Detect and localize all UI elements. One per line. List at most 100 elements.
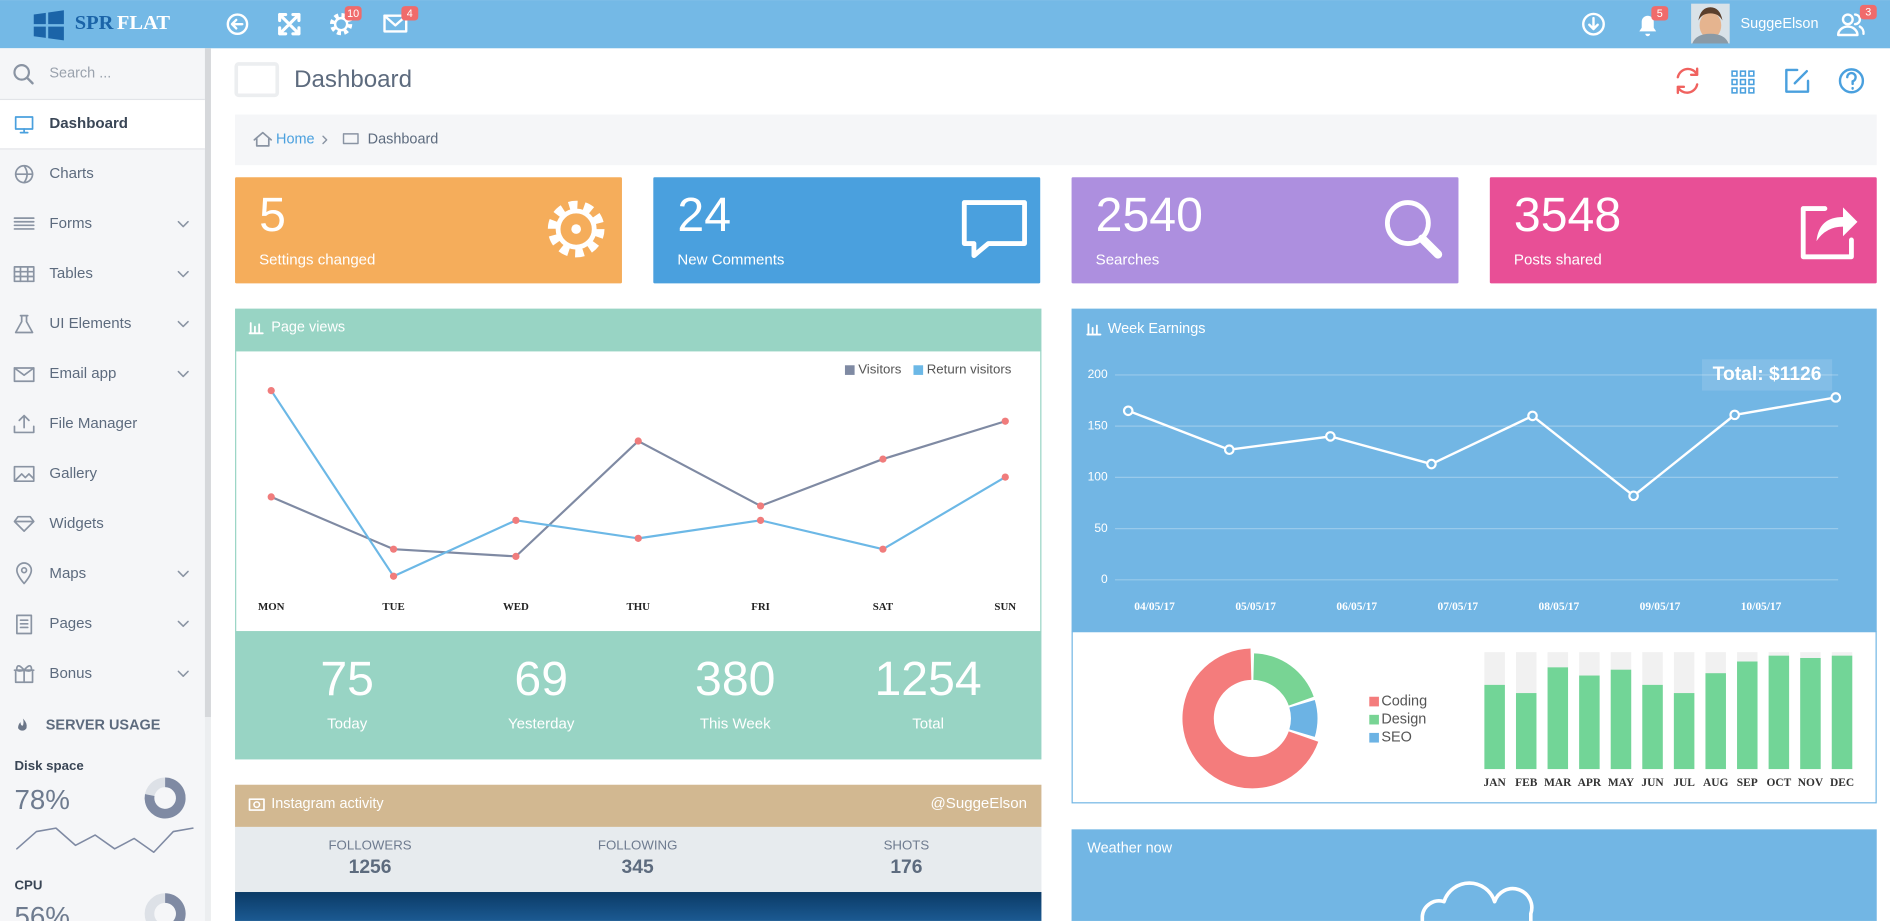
instagram-photo — [235, 892, 1042, 921]
legend-swatch — [1369, 714, 1379, 725]
search-input[interactable]: Search ... — [49, 65, 111, 81]
grid-button[interactable] — [1731, 70, 1755, 94]
x-tick-label: SEP — [1737, 777, 1758, 789]
menu-item[interactable]: Charts — [49, 165, 93, 182]
settings-icon — [329, 13, 353, 36]
menu-item[interactable]: Forms — [49, 215, 92, 232]
panel-title: Weather now — [1087, 840, 1172, 856]
refresh-button[interactable] — [1676, 67, 1699, 95]
breadcrumb-current: Dashboard — [368, 132, 439, 148]
data-point — [267, 493, 275, 501]
instagram-stat-label: FOLLOWERS — [328, 838, 411, 853]
data-point — [389, 572, 398, 580]
menu-icon — [14, 164, 34, 184]
edit-icon — [1785, 68, 1810, 93]
stat-icon — [1800, 206, 1854, 260]
panel-header — [235, 784, 1042, 827]
stat-value: 3548 — [1514, 188, 1621, 242]
y-tick-label: 100 — [1088, 470, 1108, 484]
menu-icon — [13, 665, 35, 684]
y-tick-label: 0 — [1101, 572, 1108, 586]
user-name: SuggeElson — [1741, 16, 1819, 32]
menu-chevron — [177, 570, 189, 578]
menu-item[interactable]: Pages — [49, 615, 92, 632]
bell-icon — [1639, 15, 1657, 37]
data-point — [1527, 410, 1538, 422]
instagram-stat-value: 176 — [890, 857, 922, 878]
fullscreen-icon — [278, 12, 301, 36]
panel-earnings — [1071, 308, 1877, 632]
download-icon — [1588, 16, 1599, 31]
data-point — [267, 386, 275, 395]
x-tick-label: FEB — [1515, 777, 1538, 789]
home-icon — [253, 131, 273, 147]
sidebar-scrollbar — [204, 48, 211, 718]
summary-label: Today — [327, 715, 368, 732]
menu-item[interactable]: Bonus — [49, 665, 92, 682]
donut-slice — [1289, 699, 1318, 737]
menu-label: UI Elements — [49, 315, 131, 332]
bar — [1579, 675, 1600, 770]
panel-header — [235, 308, 1042, 351]
data-point — [512, 516, 520, 524]
menu-icon — [13, 414, 35, 434]
legend-swatch — [1369, 732, 1379, 743]
data-point — [389, 545, 398, 553]
grid-icon — [1739, 70, 1747, 77]
bar — [1705, 673, 1726, 770]
grid-icon — [1748, 87, 1755, 94]
bar — [1484, 684, 1505, 770]
panel-body — [235, 350, 1042, 633]
stat-box — [653, 177, 1041, 284]
menu-item[interactable]: Gallery — [49, 465, 97, 482]
brand-text: FLAT — [117, 12, 170, 34]
edit-button[interactable] — [1785, 68, 1810, 93]
x-tick-label: MAY — [1608, 777, 1635, 789]
menu-chevron — [177, 670, 189, 677]
instagram-stats — [235, 826, 1042, 893]
panel-weather — [1071, 829, 1877, 921]
menu-item[interactable]: Maps — [49, 565, 86, 582]
data-point — [634, 534, 642, 542]
bar — [1610, 669, 1632, 770]
avatar — [1699, 12, 1722, 39]
instagram-handle: @SuggeElson — [931, 795, 1027, 812]
menu-label: Tables — [49, 265, 93, 282]
menu-item[interactable]: Email app — [49, 365, 116, 382]
flame-icon — [18, 718, 27, 731]
menu-icon — [14, 314, 34, 334]
breadcrumb-link[interactable]: Home — [276, 132, 315, 148]
menu-item[interactable]: File Manager — [49, 415, 137, 432]
metric-label: Disk space — [14, 758, 83, 773]
help-button[interactable] — [1838, 68, 1865, 94]
summary-label: Total — [912, 715, 944, 732]
settings-icon — [333, 16, 349, 32]
menu-item[interactable]: Tables — [49, 265, 93, 282]
bar — [1515, 693, 1537, 770]
menu-icon — [13, 266, 35, 283]
summary-label: Yesterday — [508, 715, 575, 732]
mini-donut-value — [144, 777, 186, 819]
donut-slice — [1182, 648, 1319, 789]
bar — [1800, 657, 1821, 770]
x-tick-label: AUG — [1703, 777, 1729, 789]
line-series — [16, 827, 194, 854]
stat-label: Posts shared — [1514, 251, 1602, 268]
x-tick-label: APR — [1578, 777, 1602, 789]
back-icon — [230, 18, 244, 30]
total-annotation: Total: $1126 — [1713, 364, 1822, 385]
menu-item[interactable]: UI Elements — [49, 315, 131, 332]
menu-label: File Manager — [49, 415, 137, 432]
menu-item[interactable]: Widgets — [49, 515, 103, 532]
legend-label: Visitors — [858, 362, 902, 377]
legend-label: Return visitors — [927, 362, 1012, 377]
instagram-stat-value: 345 — [622, 857, 654, 878]
panel-summary — [235, 631, 1042, 760]
x-tick-label: MAR — [1544, 777, 1572, 789]
menu-label: Charts — [49, 165, 93, 182]
menu-icon — [16, 562, 33, 585]
menu-item[interactable]: Dashboard — [49, 115, 128, 132]
section-title: SERVER USAGE — [46, 717, 161, 733]
x-tick-label: 05/05/17 — [1235, 601, 1276, 613]
menu-icon — [13, 266, 35, 283]
